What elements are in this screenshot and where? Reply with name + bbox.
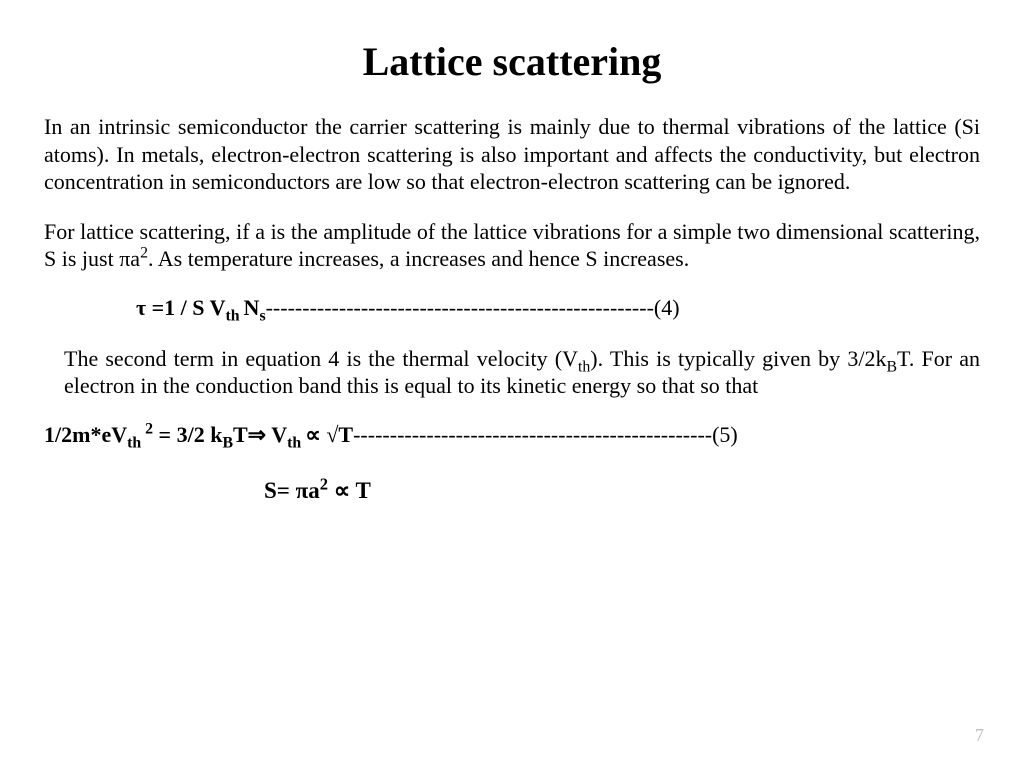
eq5-a: 1/2m*eV <box>44 422 127 447</box>
eq4-dashes: ----------------------------------------… <box>266 295 654 320</box>
page-number: 7 <box>975 725 984 746</box>
para2-sup: 2 <box>140 245 148 262</box>
eq5-sub1: th <box>127 434 141 451</box>
paragraph-3: The second term in equation 4 is the the… <box>64 345 980 400</box>
eq4-lead: τ =1 / S V <box>136 295 226 320</box>
equation-6: S= πa2 ∝ T <box>44 478 980 504</box>
eq6-b: ∝ T <box>328 478 371 503</box>
eq5-sup1: 2 <box>141 420 153 437</box>
equation-4: τ =1 / S Vth Ns-------------------------… <box>44 295 980 321</box>
paragraph-2: For lattice scattering, if a is the ampl… <box>44 218 980 273</box>
eq4-number: (4) <box>654 295 680 320</box>
eq6-a: S= πa <box>264 478 320 503</box>
eq5-number: (5) <box>712 422 738 447</box>
eq5-c: T⇒ V <box>233 422 287 447</box>
para2-post: . As temperature increases, a increases … <box>148 246 689 271</box>
eq5-dashes: ----------------------------------------… <box>353 422 712 447</box>
slide-title: Lattice scattering <box>44 38 980 85</box>
eq5-d: ∝ √T <box>305 422 353 447</box>
indented-block: The second term in equation 4 is the the… <box>44 345 980 400</box>
eq5-sub2: B <box>222 434 233 451</box>
eq4-sub1: th <box>226 307 244 324</box>
paragraph-1: In an intrinsic semiconductor the carrie… <box>44 113 980 196</box>
para3-a: The second term in equation 4 is the the… <box>64 346 578 371</box>
para3-b: ). This is typically given by 3/2k <box>590 346 886 371</box>
eq4-mid: N <box>244 295 260 320</box>
equation-5: 1/2m*eVth 2 = 3/2 kBT⇒ Vth ∝ √T---------… <box>44 422 980 448</box>
eq5-sub3: th <box>287 434 305 451</box>
eq5-b: = 3/2 k <box>153 422 222 447</box>
eq6-sup: 2 <box>320 474 328 493</box>
slide: Lattice scattering In an intrinsic semic… <box>0 0 1024 768</box>
para3-sub2: B <box>886 358 897 375</box>
